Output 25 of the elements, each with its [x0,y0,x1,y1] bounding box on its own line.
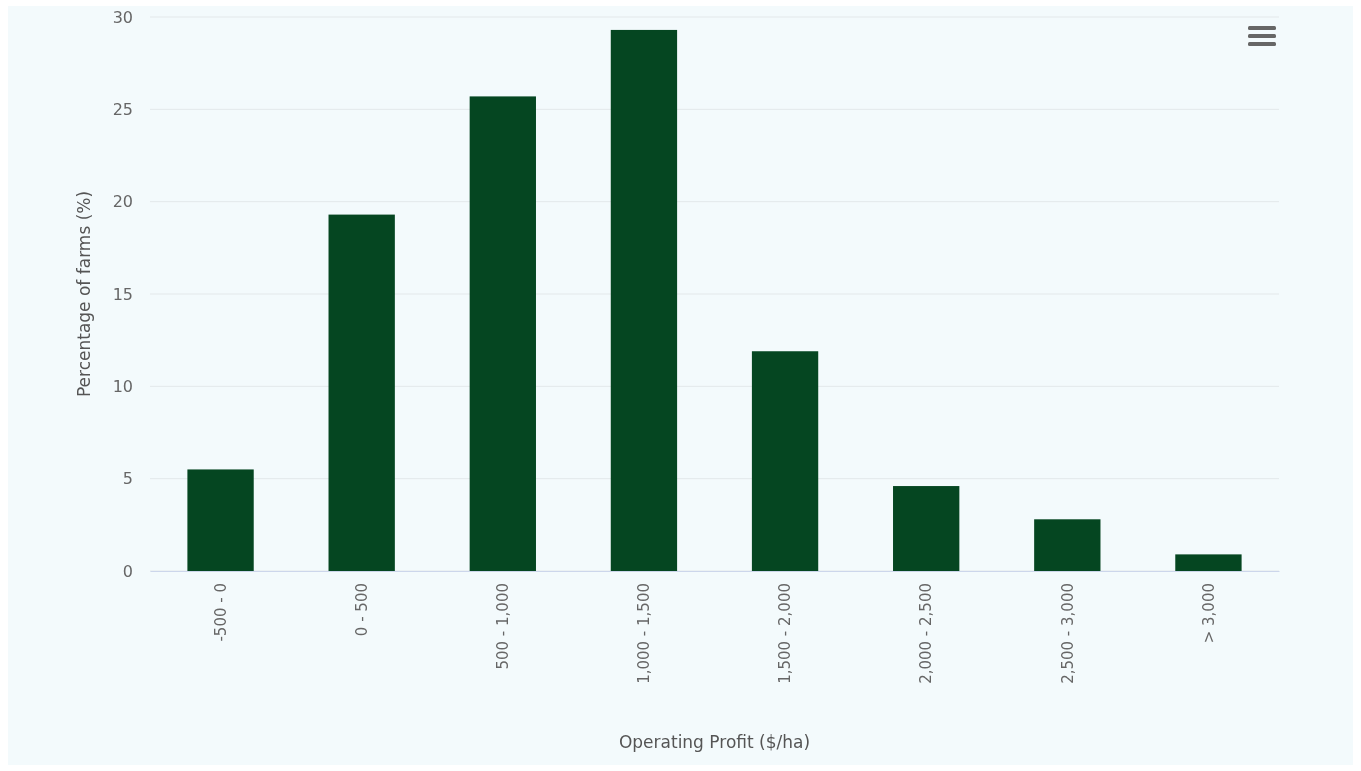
x-axis-title: Operating Profit ($/ha) [618,732,811,752]
y-tick-label: 30 [112,7,133,27]
bar [893,486,960,571]
bar [187,469,254,571]
bar [610,29,678,571]
x-tick-label: 500 - 1,000 [494,583,513,670]
y-tick-label: 5 [122,469,133,489]
x-tick-label: 0 - 500 [352,583,371,637]
y-tick-label: 20 [112,192,133,212]
bar [1034,519,1101,571]
x-tick-label: > 3,000 [1199,583,1218,644]
y-tick-label: 25 [112,99,133,119]
x-tick-label: 1,000 - 1,500 [635,583,654,684]
bar [1175,554,1242,571]
x-tick-label: -500 - 0 [211,583,230,642]
y-tick-label: 0 [122,561,133,581]
y-tick-label: 10 [112,376,133,396]
y-axis-title: Percentage of farms (%) [74,190,94,398]
bar [751,351,819,571]
x-tick-label: 1,500 - 2,000 [776,583,795,684]
x-tick-label: 2,500 - 3,000 [1058,583,1077,684]
bar [328,214,395,571]
x-tick-label: 2,000 - 2,500 [917,583,936,684]
bar [469,96,536,571]
y-tick-label: 15 [112,284,133,304]
